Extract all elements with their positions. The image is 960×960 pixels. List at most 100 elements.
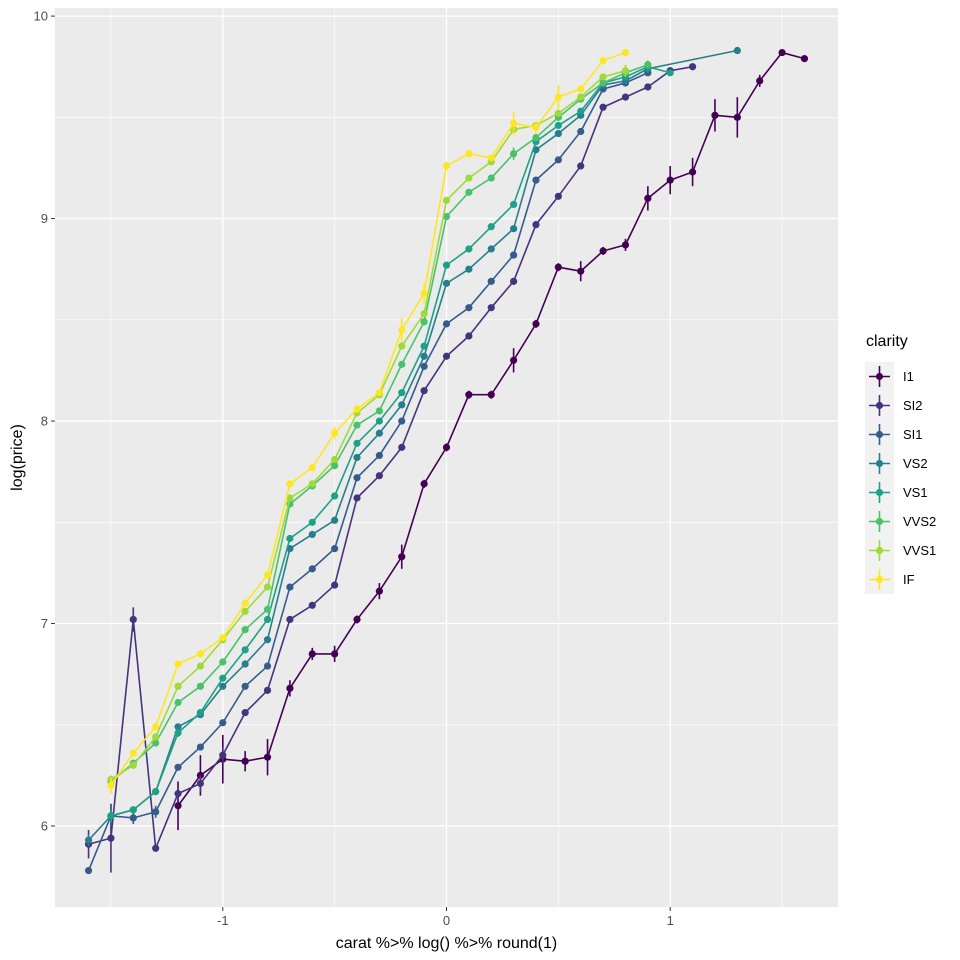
data-point <box>286 534 294 543</box>
data-point <box>219 634 227 642</box>
data-point <box>532 320 540 328</box>
data-point <box>487 223 495 231</box>
data-point <box>465 391 473 399</box>
data-point <box>331 516 339 524</box>
legend-label: VS1 <box>903 485 928 500</box>
data-point <box>331 650 339 658</box>
data-point <box>107 812 115 820</box>
data-point <box>577 107 585 115</box>
data-point <box>241 660 249 668</box>
data-point <box>263 615 272 624</box>
data-point <box>554 192 562 200</box>
data-point <box>532 123 540 132</box>
legend-key-point <box>875 546 884 555</box>
series-IF <box>107 48 630 794</box>
data-point <box>465 174 473 182</box>
data-point <box>621 241 630 249</box>
legend-item-SI1: SI1 <box>865 420 923 449</box>
data-point <box>621 93 630 101</box>
data-point <box>599 103 607 111</box>
x-tick-label: 1 <box>667 913 674 928</box>
data-point <box>219 751 227 759</box>
data-point <box>353 421 361 429</box>
data-point <box>442 352 451 360</box>
data-point <box>398 389 406 397</box>
data-point <box>398 443 406 451</box>
legend-key-point <box>875 488 884 497</box>
data-point <box>510 150 518 158</box>
data-point <box>241 646 249 654</box>
data-point <box>554 156 562 164</box>
data-point <box>487 304 495 312</box>
y-tick-label: 9 <box>41 211 48 226</box>
data-point <box>196 650 205 658</box>
data-point <box>263 753 272 761</box>
data-point <box>219 682 227 690</box>
data-point <box>174 682 182 690</box>
data-point <box>174 723 182 731</box>
data-point <box>353 474 361 482</box>
data-point <box>688 63 697 71</box>
legend-item-I1: I1 <box>865 362 914 391</box>
data-point <box>263 583 272 591</box>
data-point <box>465 304 473 312</box>
data-point <box>465 265 473 273</box>
data-point <box>420 480 428 488</box>
data-point <box>442 212 451 221</box>
legend-label: VVS2 <box>903 514 936 529</box>
data-point <box>599 247 607 255</box>
data-point <box>599 73 607 81</box>
data-point <box>129 615 137 624</box>
legend: clarity I1 SI2 SI1 VS2 VS1 VVS2 VVS1 IF <box>865 333 936 594</box>
data-point <box>152 808 160 816</box>
data-point <box>219 674 227 682</box>
data-point <box>778 48 786 57</box>
y-tick-label: 10 <box>34 9 48 24</box>
legend-key-point <box>875 430 884 439</box>
data-point <box>599 57 607 65</box>
data-point <box>577 93 585 101</box>
legend-item-SI2: SI2 <box>865 391 923 420</box>
y-tick-label: 7 <box>41 616 48 631</box>
data-point <box>577 127 585 136</box>
data-point <box>196 709 205 717</box>
data-point <box>286 494 294 502</box>
legend-label: IF <box>903 572 915 587</box>
data-point <box>84 836 93 844</box>
data-point <box>465 332 473 340</box>
data-point <box>152 723 160 731</box>
data-point <box>375 451 383 460</box>
data-point <box>308 480 316 488</box>
data-point <box>308 601 316 609</box>
data-point <box>756 77 764 85</box>
data-point <box>487 245 495 253</box>
data-point <box>308 464 316 472</box>
data-point <box>196 662 205 670</box>
legend-key-point <box>875 459 884 468</box>
data-point <box>510 251 518 259</box>
data-point <box>420 362 428 370</box>
data-point <box>129 814 137 822</box>
y-tick-label: 6 <box>41 819 48 834</box>
legend-label: I1 <box>903 369 914 384</box>
data-point <box>465 245 473 253</box>
data-point <box>353 405 361 413</box>
data-point <box>599 79 607 87</box>
data-point <box>621 48 630 57</box>
data-point <box>263 605 272 613</box>
data-point <box>398 417 406 425</box>
data-point <box>554 121 562 130</box>
data-point <box>465 150 473 158</box>
data-point <box>465 188 473 196</box>
legend-item-VS2: VS2 <box>865 449 928 478</box>
data-point <box>353 615 361 624</box>
data-point <box>152 739 160 747</box>
data-point <box>577 162 585 170</box>
data-point <box>510 225 518 233</box>
data-point <box>532 221 540 229</box>
data-point <box>241 626 249 634</box>
data-point <box>331 461 339 470</box>
data-point <box>308 530 316 539</box>
data-point <box>442 320 451 328</box>
x-axis-title: carat %>% log() %>% round(1) <box>336 935 557 952</box>
